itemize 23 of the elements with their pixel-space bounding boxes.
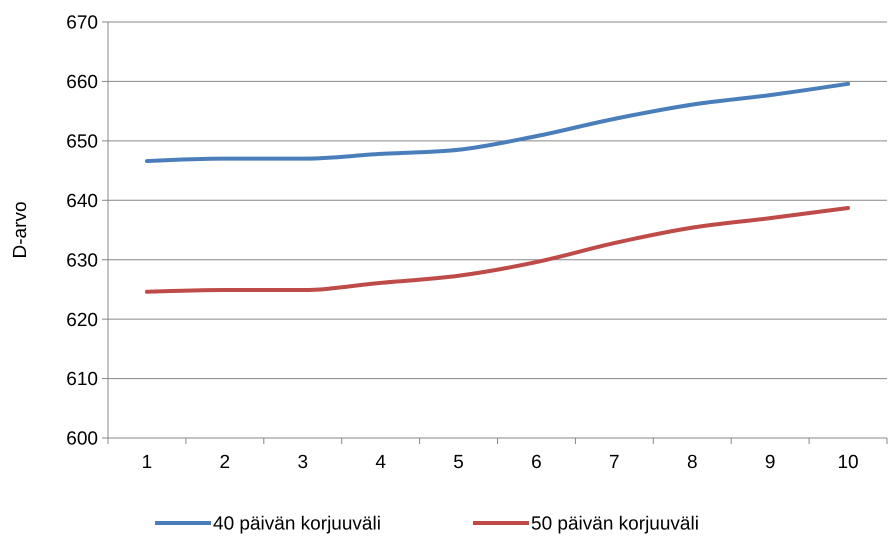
- y-tick-label: 670: [66, 12, 98, 34]
- y-tick-label: 610: [66, 369, 98, 390]
- y-tick-label: 640: [66, 190, 98, 212]
- x-tick-label: 5: [453, 452, 464, 473]
- x-tick-label: 8: [686, 452, 698, 473]
- y-tick-label: 650: [66, 132, 98, 153]
- x-tick-label: 2: [220, 452, 230, 473]
- x-tick-label: 10: [837, 452, 859, 473]
- y-tick-label: 620: [66, 310, 98, 331]
- line-series: [144, 82, 850, 164]
- x-tick-label: 7: [609, 452, 620, 473]
- y-tick-label: 630: [66, 250, 98, 272]
- x-tick-label: 4: [375, 452, 386, 473]
- y-axis-title: D-arvo: [10, 201, 31, 259]
- x-tick-label: 1: [142, 452, 152, 473]
- x-tick-label: 6: [531, 452, 542, 473]
- y-tick-label: 600: [66, 428, 98, 450]
- x-tick-label: 9: [764, 452, 776, 473]
- x-tick-label: 3: [297, 452, 308, 473]
- line-series: [144, 206, 850, 294]
- legend-label: 50 päivän korjuuväli: [531, 514, 699, 535]
- legend-label: 40 päivän korjuuväli: [213, 514, 381, 535]
- y-tick-label: 660: [66, 72, 98, 94]
